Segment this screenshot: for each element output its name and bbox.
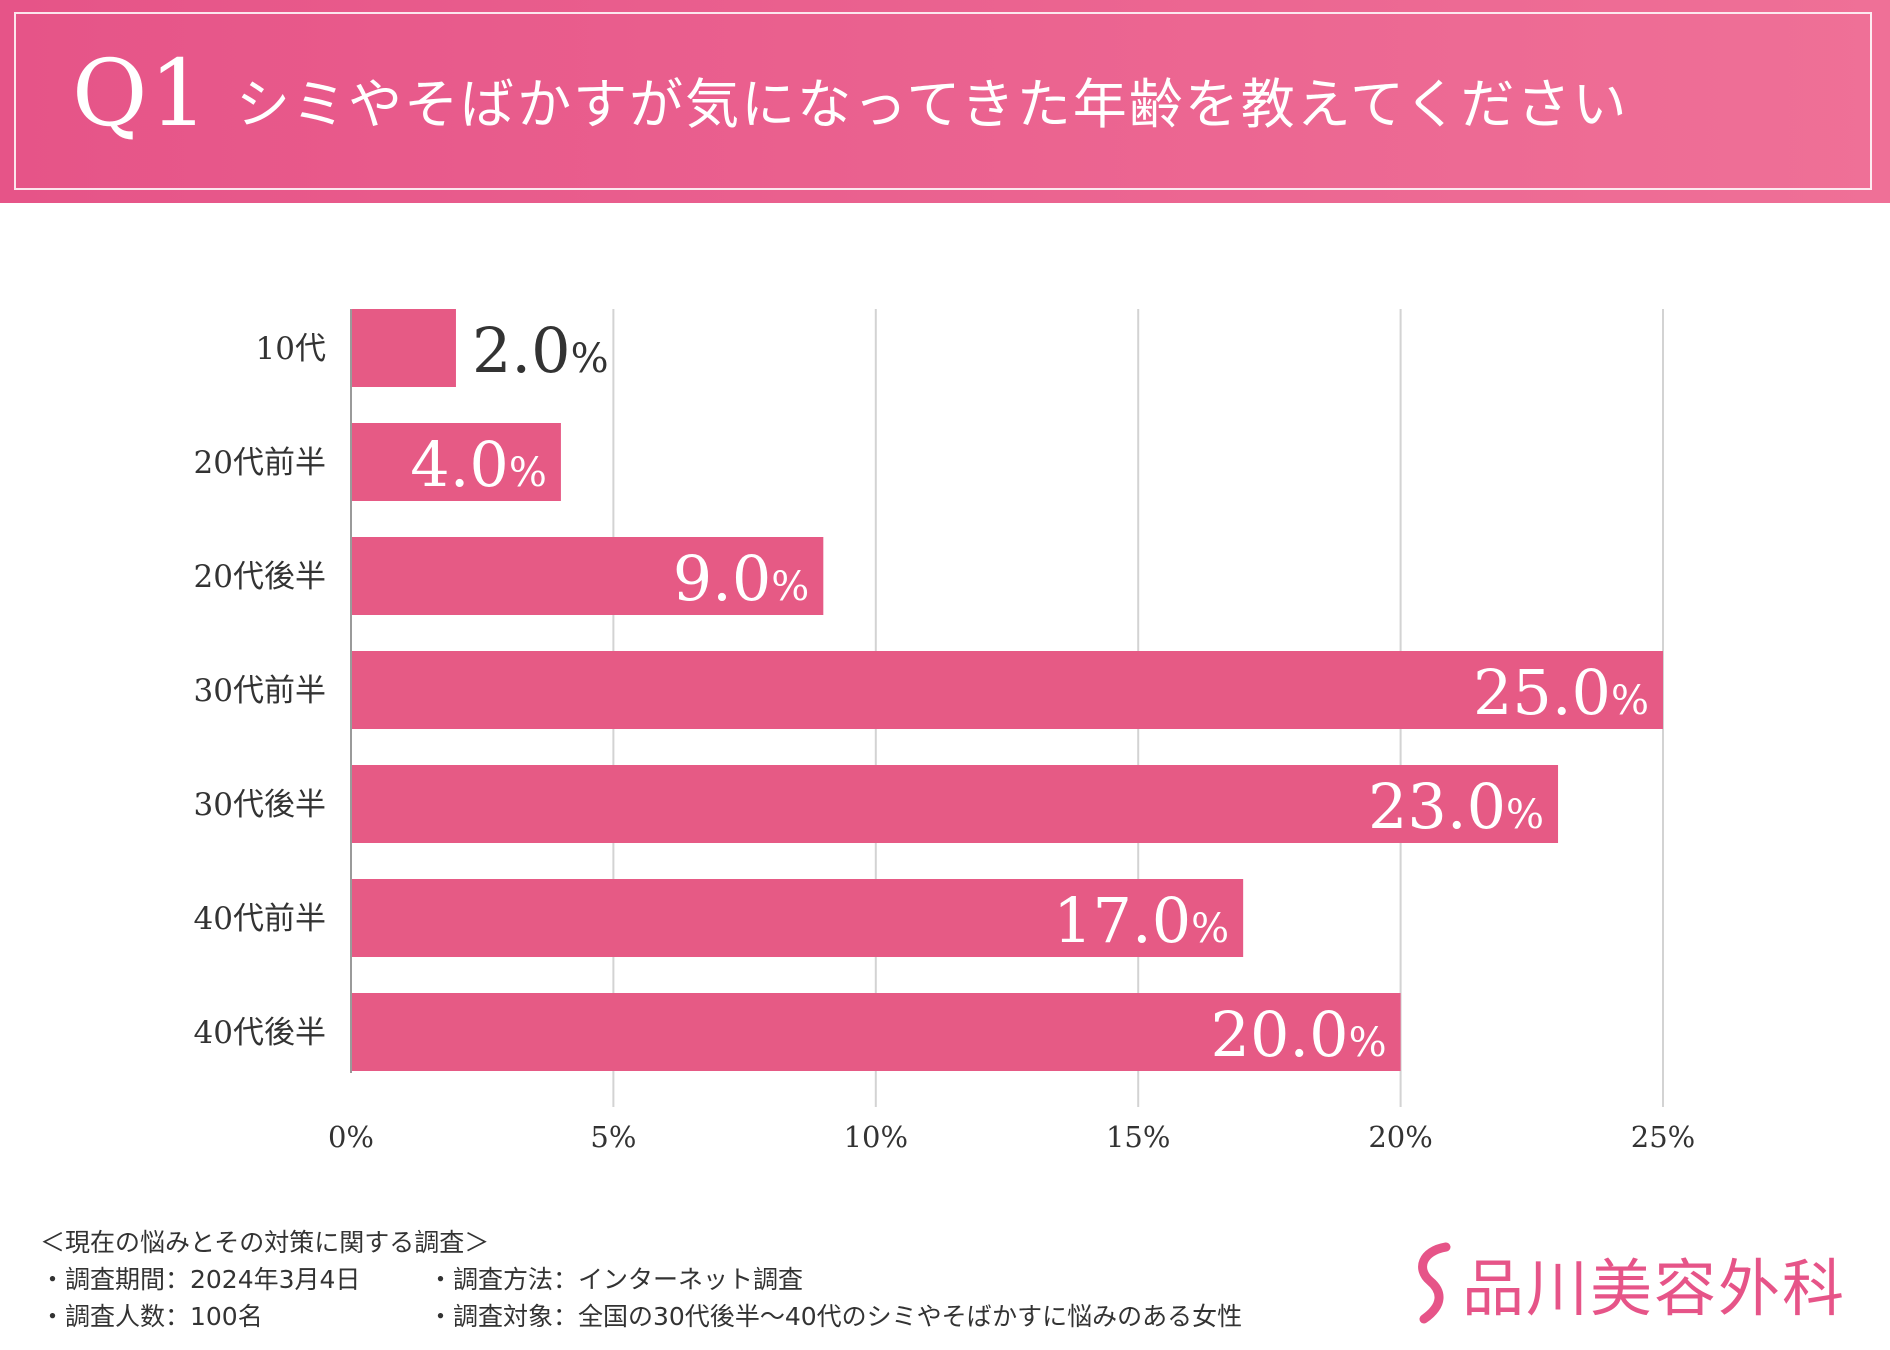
x-tick-label: 5% [590, 1120, 636, 1150]
brand-logo: 品川美容外科 [1412, 1238, 1846, 1328]
bars [351, 309, 1663, 1071]
data-label-value: 17.0 [1053, 884, 1191, 957]
bar [351, 423, 561, 501]
bar [351, 765, 1559, 843]
data-label-value: 9.0 [673, 542, 772, 615]
logo-text: 品川美容外科 [1462, 1252, 1847, 1325]
bar [351, 651, 1663, 729]
bar [351, 309, 456, 387]
data-label-value: 2.0 [472, 314, 571, 387]
category-label: 30代後半 [194, 787, 326, 823]
survey-target: ・調査対象：全国の30代後半〜40代のシミやそばかすに悩みのある女性 [428, 1302, 1243, 1331]
category-label: 20代前半 [194, 445, 326, 481]
x-tick-label: 0% [328, 1120, 374, 1150]
category-label: 10代 [256, 331, 326, 367]
data-label-unit: % [571, 336, 609, 382]
data-label-value: 23.0 [1368, 770, 1506, 843]
data-label: 25.0% [1473, 656, 1649, 729]
data-label: 23.0% [1368, 770, 1544, 843]
data-label-unit: % [509, 450, 547, 496]
data-label-value: 20.0 [1211, 998, 1349, 1071]
x-tick-label: 10% [844, 1120, 908, 1150]
category-label: 20代後半 [194, 559, 326, 595]
bar-chart: 0% 5% 10% 15% 20% 25% 10代 2.0% 20代前半 4.0% 20代後半 9.0… [194, 309, 1696, 1150]
x-tick-label: 25% [1631, 1120, 1695, 1150]
question-title: シミやそばかすが気になってきた年齢を教えてください [236, 73, 1629, 136]
data-label-value: 4.0 [410, 428, 509, 501]
data-label: 17.0% [1053, 884, 1229, 957]
bar [351, 537, 824, 615]
data-label: 4.0% [410, 428, 547, 501]
category-label: 40代後半 [194, 1015, 326, 1051]
data-label: 9.0% [673, 542, 810, 615]
survey-period: ・調査期間：2024年3月4日 [40, 1265, 361, 1294]
data-label-unit: % [1611, 678, 1649, 724]
data-label-unit: % [771, 564, 809, 610]
data-label: 2.0% [472, 314, 609, 387]
header-banner: Q1 シミやそばかすが気になってきた年齢を教えてください [0, 0, 1890, 203]
data-label: 20.0% [1211, 998, 1387, 1071]
survey-title: ＜現在の悩みとその対策に関する調査＞ [40, 1228, 490, 1257]
x-tick-label: 20% [1368, 1120, 1432, 1150]
bar [351, 993, 1401, 1071]
data-label-unit: % [1349, 1020, 1387, 1066]
header-frame [14, 12, 1872, 190]
question-number: Q1 [72, 40, 210, 147]
data-label-unit: % [1506, 792, 1544, 838]
data-label-unit: % [1191, 906, 1229, 952]
labels: 0% 5% 10% 15% 20% 25% 10代 2.0% 20代前半 4.0% 20代後半 9.0… [194, 314, 1696, 1150]
bar [351, 879, 1244, 957]
data-label-value: 25.0 [1473, 656, 1611, 729]
survey-info: ＜現在の悩みとその対策に関する調査＞ ・調査期間：2024年3月4日 ・調査方法… [40, 1224, 1360, 1335]
logo-s-mark-icon [1418, 1242, 1451, 1324]
category-label: 30代前半 [194, 673, 326, 709]
category-label: 40代前半 [194, 901, 326, 937]
survey-method: ・調査方法：インターネット調査 [428, 1265, 804, 1294]
survey-respondents: ・調査人数：100名 [40, 1302, 263, 1331]
x-tick-label: 15% [1106, 1120, 1170, 1150]
